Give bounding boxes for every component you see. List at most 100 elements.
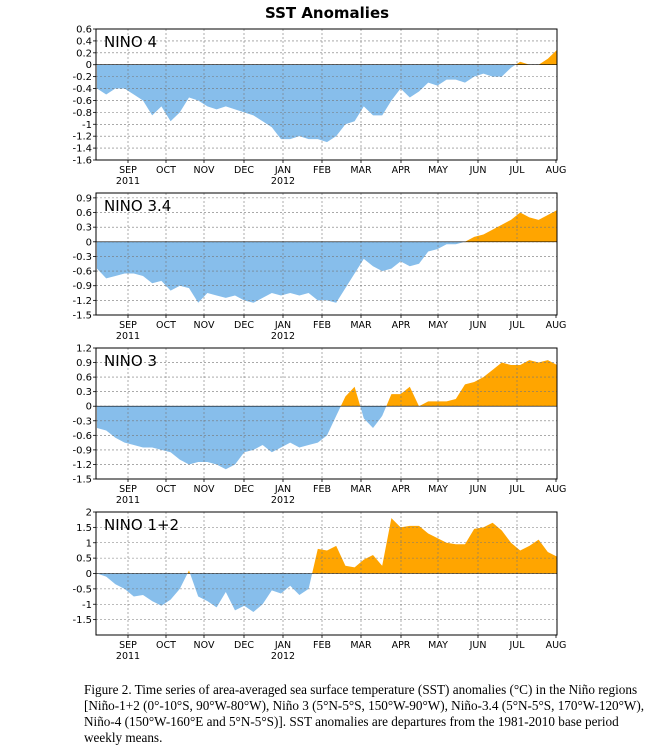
x-tick-label: SEP [119, 640, 137, 651]
negative-anomaly-area [97, 241, 465, 303]
data-point [336, 415, 337, 416]
y-tick-label: 0 [86, 237, 92, 248]
data-point [483, 73, 484, 74]
data-point [115, 275, 116, 276]
data-point [170, 452, 171, 453]
data-point [529, 360, 530, 361]
data-point [428, 401, 429, 402]
data-point [529, 217, 530, 218]
data-point [317, 442, 318, 443]
x-tick-label: NOV [194, 320, 215, 331]
y-tick-label: 0 [86, 569, 92, 580]
x-tick-label: FEB [313, 165, 331, 176]
panel-3: 2 1.5 1 0.5 0 -0.5 -1 -1.5 SEP OCT NOV DEC JAN FEB MAR… [72, 508, 566, 663]
data-point [520, 364, 521, 365]
y-tick-label: -0.4 [72, 84, 92, 95]
y-tick-label: 0.3 [76, 223, 92, 234]
data-point [280, 447, 281, 448]
data-point [161, 280, 162, 281]
x-tick-label: APR [392, 484, 411, 495]
chart-panels: 0.60.40.20-0.2-0.4-0.6-0.8-1-1.2-1.4-1.6… [72, 25, 566, 663]
data-point [372, 554, 373, 555]
data-point [290, 442, 291, 443]
x-tick-label: JAN [274, 165, 291, 176]
x-tick-label: JUL [508, 484, 525, 495]
data-point [290, 139, 291, 140]
data-point [354, 386, 355, 387]
data-point [363, 559, 364, 560]
y-tick-label: 0.5 [76, 554, 92, 565]
data-point [428, 251, 429, 252]
plot-frame [95, 192, 558, 316]
data-point [207, 106, 208, 107]
data-point [418, 91, 419, 92]
data-point [207, 461, 208, 462]
data-point [106, 278, 107, 279]
panel-label: NINO 3.4 [104, 197, 171, 215]
y-tick-label: 0.3 [76, 387, 92, 398]
data-point [483, 234, 484, 235]
data-point [455, 398, 456, 399]
x-tick-label: OCT [156, 320, 176, 331]
y-tick-label: 0 [86, 60, 92, 71]
data-point [106, 576, 107, 577]
positive-anomaly-area [515, 49, 557, 65]
data-point [216, 295, 217, 296]
data-point [492, 229, 493, 230]
data-point [382, 115, 383, 116]
data-point [262, 121, 263, 122]
data-point [492, 369, 493, 370]
data-point [391, 100, 392, 101]
positive-anomaly-area [97, 360, 557, 407]
panel-2: 1.2 0.9 0.6 0.3 0 -0.3 -0.6 -0.9 -1.2 -1.5 SEP OCT N… [72, 344, 566, 507]
x-tick-label: MAY [428, 320, 448, 331]
x-tick-label: AUG [546, 484, 567, 495]
data-point [409, 525, 410, 526]
x-tick-label: SEP [119, 165, 137, 176]
data-point [464, 384, 465, 385]
x-tick-label: NOV [194, 640, 215, 651]
data-point [188, 97, 189, 98]
x-year-label: 2011 [116, 495, 140, 506]
data-point [336, 302, 337, 303]
x-tick-label: SEP [119, 484, 137, 495]
data-point [363, 418, 364, 419]
data-point [225, 297, 226, 298]
data-point [363, 106, 364, 107]
data-point [372, 266, 373, 267]
y-tick-label: 1 [86, 538, 92, 549]
data-point [529, 545, 530, 546]
data-point [299, 136, 300, 137]
data-point [142, 594, 143, 595]
data-point [428, 533, 429, 534]
data-point [464, 544, 465, 545]
x-tick-label: APR [392, 165, 411, 176]
x-year-label: 2012 [271, 331, 295, 342]
x-tick-label: NOV [194, 484, 215, 495]
data-point [280, 139, 281, 140]
x-tick-label: DEC [234, 484, 254, 495]
data-point [115, 584, 116, 585]
x-tick-label: JUL [508, 165, 525, 176]
data-point [510, 219, 511, 220]
negative-anomaly-area [97, 406, 387, 470]
y-tick-label: 0.4 [76, 36, 92, 47]
x-year-label: 2012 [271, 176, 295, 187]
y-tick-label: 0.6 [76, 25, 92, 36]
x-tick-label: MAR [350, 484, 372, 495]
data-point [280, 295, 281, 296]
y-tick-label: -1.2 [72, 132, 92, 143]
y-tick-label: -1.2 [72, 296, 92, 307]
data-point [96, 427, 97, 428]
data-point [106, 94, 107, 95]
data-point [409, 97, 410, 98]
data-point [326, 550, 327, 551]
sst-anomalies-figure: SST Anomalies 0.60.40.20-0.2-0.4-0.6-0.8… [72, 4, 566, 663]
data-point [538, 539, 539, 540]
data-point [391, 518, 392, 519]
x-tick-label: DEC [234, 320, 254, 331]
x-tick-label: AUG [546, 640, 567, 651]
data-point [455, 244, 456, 245]
data-point [152, 601, 153, 602]
data-point [299, 594, 300, 595]
